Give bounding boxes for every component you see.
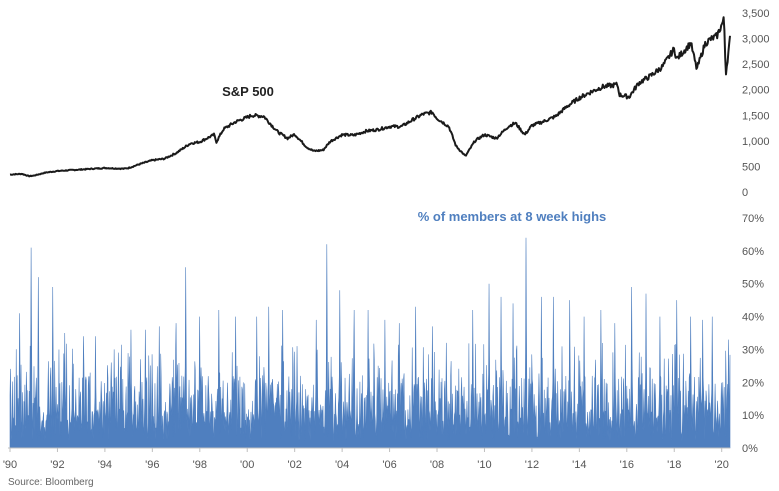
x-tick-label: '06 bbox=[382, 459, 396, 471]
x-tick-label: '08 bbox=[430, 459, 444, 471]
sp500-ytick-label: 1,000 bbox=[742, 136, 770, 148]
x-tick-label: '02 bbox=[288, 459, 302, 471]
sp500-y-axis: 0 500 1,000 1,500 2,000 2,500 3,000 3,500 bbox=[742, 8, 770, 199]
x-tick-label: '10 bbox=[477, 459, 491, 471]
sp500-ytick-label: 2,500 bbox=[742, 59, 770, 71]
breadth-ytick-label: 70% bbox=[742, 213, 764, 225]
sp500-ytick-label: 0 bbox=[742, 187, 748, 199]
x-tick-label: '04 bbox=[335, 459, 349, 471]
source-note: Source: Bloomberg bbox=[8, 477, 94, 488]
sp500-ytick-label: 1,500 bbox=[742, 110, 770, 122]
breadth-ytick-label: 50% bbox=[742, 279, 764, 291]
x-tick-label: '20 bbox=[715, 459, 729, 471]
x-tick-label: '16 bbox=[620, 459, 634, 471]
sp500-title: S&P 500 bbox=[222, 84, 274, 99]
breadth-series-area bbox=[9, 237, 731, 449]
x-axis: '90 '92 '94 '96 '98 '00 '02 '04 '06 '08 '10 '12 '14 '… bbox=[3, 448, 729, 471]
x-tick-label: '12 bbox=[525, 459, 539, 471]
sp500-ytick-label: 3,000 bbox=[742, 34, 770, 46]
breadth-y-axis: 0% 10% 20% 30% 40% 50% 60% 70% bbox=[742, 213, 764, 455]
x-tick-label: '98 bbox=[193, 459, 207, 471]
breadth-ytick-label: 20% bbox=[742, 377, 764, 389]
sp500-series-line bbox=[9, 16, 731, 178]
x-tick-label: '94 bbox=[98, 459, 112, 471]
x-tick-label: '92 bbox=[50, 459, 64, 471]
x-tick-label: '00 bbox=[240, 459, 254, 471]
sp500-ytick-label: 2,000 bbox=[742, 85, 770, 97]
sp500-ytick-label: 3,500 bbox=[742, 8, 770, 20]
breadth-ytick-label: 40% bbox=[742, 312, 764, 324]
breadth-ytick-label: 10% bbox=[742, 410, 764, 422]
breadth-ytick-label: 0% bbox=[742, 443, 758, 455]
breadth-panel: % of members at 8 week highs 0% 10% 20% 30%… bbox=[3, 209, 764, 471]
x-tick-label: '18 bbox=[667, 459, 681, 471]
x-tick-label: '90 bbox=[3, 459, 17, 471]
breadth-title: % of members at 8 week highs bbox=[418, 209, 607, 224]
breadth-ytick-label: 60% bbox=[742, 246, 764, 258]
sp500-ytick-label: 500 bbox=[742, 161, 760, 173]
x-tick-label: '14 bbox=[572, 459, 586, 471]
breadth-ytick-label: 30% bbox=[742, 344, 764, 356]
x-tick-label: '96 bbox=[145, 459, 159, 471]
sp500-panel: S&P 500 0 500 1,000 1,500 2,000 2,500 3,000 3,5… bbox=[9, 8, 770, 199]
